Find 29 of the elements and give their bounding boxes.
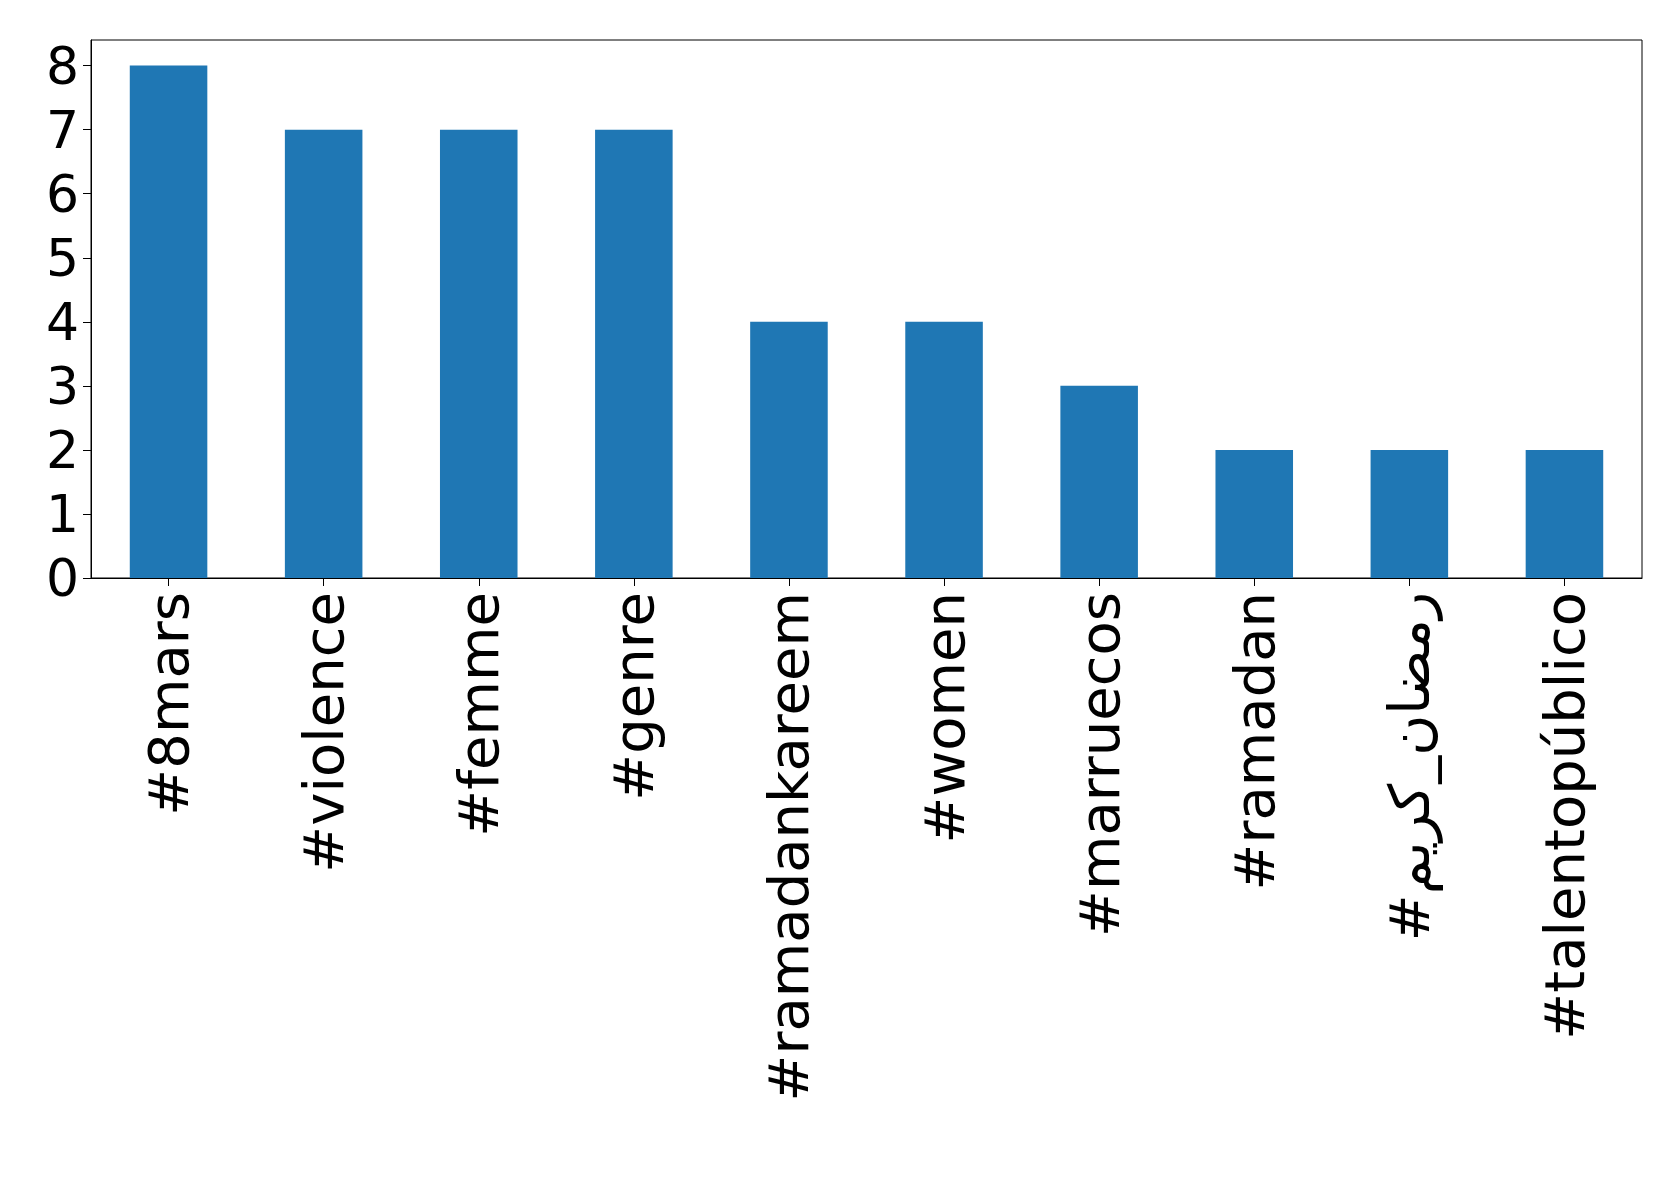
bar — [284, 129, 363, 578]
bar — [1370, 449, 1449, 578]
bar — [595, 129, 673, 578]
x-tick-label: #ramadankareem — [756, 592, 822, 1102]
y-tick-label: 5 — [45, 227, 79, 288]
x-tick-label: #women — [911, 592, 977, 844]
x-tick-label: #ramadan — [1221, 592, 1287, 891]
x-tick-label: #رمضان_كريم — [1376, 592, 1443, 942]
x-tick-label: #marruecos — [1066, 592, 1132, 938]
bar — [1215, 449, 1294, 578]
x-tick-label: #talentopúblico — [1531, 592, 1597, 1040]
x-tick-label: #femme — [446, 592, 512, 837]
bar — [1525, 449, 1604, 578]
x-tick-label: #8mars — [136, 592, 202, 816]
bar — [905, 321, 983, 578]
y-tick-label: 6 — [45, 163, 79, 224]
y-tick-label: 8 — [45, 35, 79, 96]
y-tick-label: 0 — [45, 548, 79, 608]
y-tick-label: 3 — [45, 355, 79, 416]
y-tick-label: 2 — [45, 419, 79, 480]
y-tick-label: 1 — [45, 483, 79, 544]
y-tick-label: 7 — [45, 99, 79, 160]
y-tick-label: 4 — [45, 291, 79, 352]
bar — [1060, 385, 1138, 578]
x-tick-label: #genre — [601, 592, 667, 801]
bar — [750, 321, 828, 578]
x-tick-label: #violence — [291, 592, 357, 873]
bar — [129, 65, 208, 578]
bar — [439, 129, 518, 578]
